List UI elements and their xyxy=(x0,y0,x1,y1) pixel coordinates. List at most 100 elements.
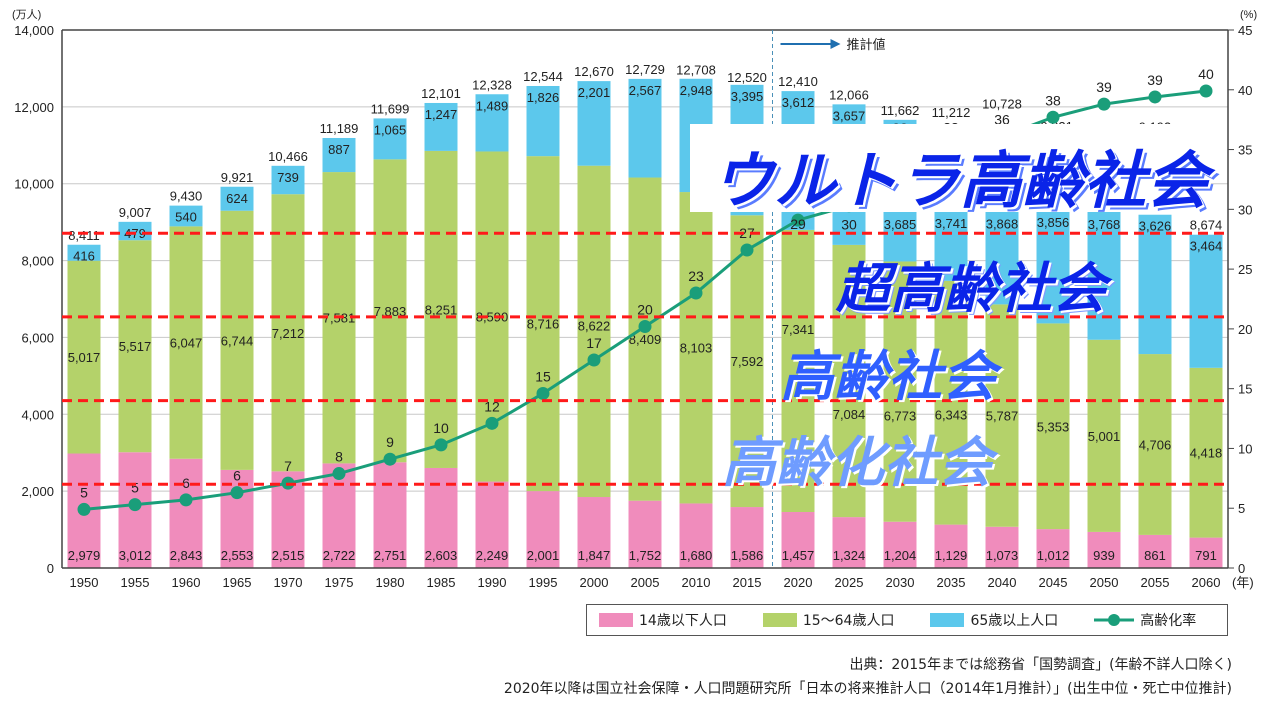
data-label: 3,012 xyxy=(119,548,152,563)
legend-item: 14歳以下人口 xyxy=(599,610,727,630)
total-label: 11,212 xyxy=(932,105,971,120)
bar-segment xyxy=(730,215,764,508)
bar-segment xyxy=(220,210,254,470)
ultra-aged-society-label: ウルトラ高齢社会 xyxy=(712,144,1209,217)
aging-rate-label: 29 xyxy=(790,216,806,232)
data-label: 3,741 xyxy=(935,216,968,231)
x-tick-label: 2050 xyxy=(1090,575,1119,590)
bar-segment xyxy=(628,78,662,178)
bar-segment xyxy=(373,159,407,463)
x-tick-label: 2000 xyxy=(580,575,609,590)
aging-rate-point xyxy=(1046,110,1060,124)
data-label: 1,680 xyxy=(680,548,713,563)
ultra-label-background xyxy=(690,124,1206,212)
bar-segment xyxy=(220,186,254,211)
bar-segment xyxy=(832,244,866,518)
data-label: 1,826 xyxy=(527,90,560,105)
legend-item: 15～64歳人口 xyxy=(762,610,894,630)
total-label: 12,066 xyxy=(829,87,869,102)
data-label: 7,592 xyxy=(731,354,764,369)
bar-segment xyxy=(271,194,305,472)
legend-label: 14歳以下人口 xyxy=(639,613,727,629)
bar-segment xyxy=(577,497,611,568)
aging-rate-point xyxy=(1148,90,1162,104)
data-label: 739 xyxy=(277,170,299,185)
data-label: 2,979 xyxy=(68,548,101,563)
aging-rate-label: 9 xyxy=(386,434,394,450)
data-label: 8,251 xyxy=(425,302,458,317)
x-tick-label: 2005 xyxy=(631,575,660,590)
data-label: 2,751 xyxy=(374,548,407,563)
total-label: 8,411 xyxy=(68,228,100,243)
data-label: 3,856 xyxy=(1037,215,1070,230)
aging-rate-label: 15 xyxy=(535,368,551,384)
aging-rate-label: 40 xyxy=(1198,66,1214,82)
total-label: 12,544 xyxy=(523,69,563,84)
aging-society-label: 高齢化社会 xyxy=(722,431,992,494)
arrow-head-icon xyxy=(830,39,841,49)
bar-segment xyxy=(475,481,509,568)
data-label: 7,341 xyxy=(782,322,815,337)
aging-rate-point xyxy=(1097,97,1111,111)
bar-segment xyxy=(169,205,203,227)
data-label: 3,464 xyxy=(1190,239,1223,254)
aging-rate-point xyxy=(689,286,703,300)
legend-label: 65歳以上人口 xyxy=(970,613,1059,629)
data-label: 6,744 xyxy=(221,333,254,348)
projection-label: 推計値 xyxy=(847,37,886,52)
data-label: 1,324 xyxy=(833,548,866,563)
data-label: 4,706 xyxy=(1139,437,1172,452)
bar-segment xyxy=(67,260,101,454)
data-label: 5,787 xyxy=(986,409,1019,424)
data-label: 6,343 xyxy=(935,408,968,423)
bar-segment xyxy=(526,491,560,568)
data-label: 3,868 xyxy=(986,217,1019,232)
data-label: 1,847 xyxy=(578,548,611,563)
bar-segment xyxy=(679,503,713,568)
total-label: 10,466 xyxy=(268,149,308,164)
aging-rate-label: 39 xyxy=(1096,79,1112,95)
data-label: 861 xyxy=(1144,548,1166,563)
data-label: 7,883 xyxy=(374,304,407,319)
x-tick-label: 1980 xyxy=(376,575,405,590)
data-label: 1,204 xyxy=(884,548,917,563)
total-label: 12,101 xyxy=(421,86,461,101)
bar-segment xyxy=(169,226,203,459)
aging-rate-point xyxy=(791,213,805,227)
bar-segment xyxy=(1036,529,1070,568)
data-label: 887 xyxy=(328,142,350,157)
x-tick-label: 2040 xyxy=(988,575,1017,590)
total-label: 9,007 xyxy=(119,205,152,220)
total-label: 11,189 xyxy=(320,121,359,136)
total-label: 12,670 xyxy=(574,64,614,79)
y-tick-label: 12,000 xyxy=(14,100,54,115)
aging-rate-point xyxy=(77,502,91,516)
aging-rate-label: 8 xyxy=(335,449,343,465)
bar-segment xyxy=(1189,234,1223,368)
x-tick-label: 1950 xyxy=(70,575,99,590)
total-label: 9,921 xyxy=(221,170,254,185)
data-label: 2,722 xyxy=(323,548,356,563)
legend-item: 65歳以上人口 xyxy=(930,610,1058,630)
bar-segment xyxy=(1138,534,1172,568)
bar-segment xyxy=(781,229,815,513)
x-tick-label: 2020 xyxy=(784,575,813,590)
bar-segment xyxy=(373,462,407,568)
legend-label: 高齢化率 xyxy=(1140,613,1197,629)
y2-tick-label: 20 xyxy=(1238,322,1252,337)
data-label: 1,489 xyxy=(476,98,509,113)
total-label: 11,662 xyxy=(881,103,920,118)
data-label: 8,590 xyxy=(476,310,509,325)
legend-line-marker-icon xyxy=(1094,614,1135,626)
total-label: 9,430 xyxy=(170,189,203,204)
bar-segment xyxy=(322,463,356,568)
aging-rate-label: 12 xyxy=(484,398,500,414)
total-label: 12,410 xyxy=(778,74,818,89)
data-label: 1,129 xyxy=(935,548,968,563)
aging-rate-point xyxy=(179,493,193,507)
aging-rate-point xyxy=(434,438,448,452)
y2-tick-label: 25 xyxy=(1238,262,1252,277)
bar-segment xyxy=(169,458,203,568)
total-label: 12,708 xyxy=(676,63,716,78)
data-label: 5,001 xyxy=(1088,429,1121,444)
